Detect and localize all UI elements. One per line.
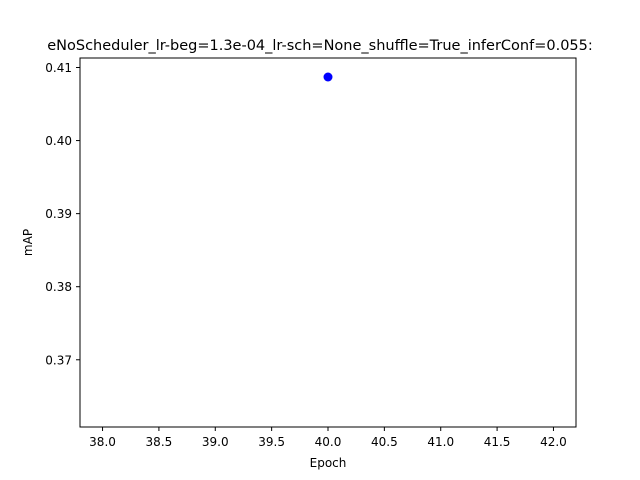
y-tick-label: 0.41 [45, 61, 72, 75]
y-tick-label: 0.39 [45, 207, 72, 221]
x-tick-label: 42.0 [540, 435, 567, 449]
x-tick-label: 40.0 [315, 435, 342, 449]
y-tick-label: 0.40 [45, 134, 72, 148]
x-tick-label: 40.5 [371, 435, 398, 449]
plot-area-frame [79, 57, 577, 428]
x-tick-label: 39.0 [202, 435, 229, 449]
chart-title: eNoScheduler_lr-beg=1.3e-04_lr-sch=None_… [47, 38, 593, 54]
x-tick-label: 39.5 [258, 435, 285, 449]
y-tick-label: 0.37 [45, 353, 72, 367]
x-tick-label: 38.0 [89, 435, 116, 449]
y-axis-label: mAP [21, 229, 35, 256]
x-axis-ticks: 38.0 38.5 39.0 39.5 40.0 40.5 41.0 41.5 42.0 [89, 427, 567, 449]
data-series [323, 72, 333, 82]
y-tick-label: 0.38 [45, 280, 72, 294]
y-axis-ticks: 0.37 0.38 0.39 0.40 0.41 [45, 61, 80, 367]
x-tick-label: 38.5 [146, 435, 173, 449]
data-point [323, 72, 333, 82]
x-tick-label: 41.5 [484, 435, 511, 449]
x-axis-label: Epoch [310, 456, 347, 470]
x-tick-label: 41.0 [427, 435, 454, 449]
